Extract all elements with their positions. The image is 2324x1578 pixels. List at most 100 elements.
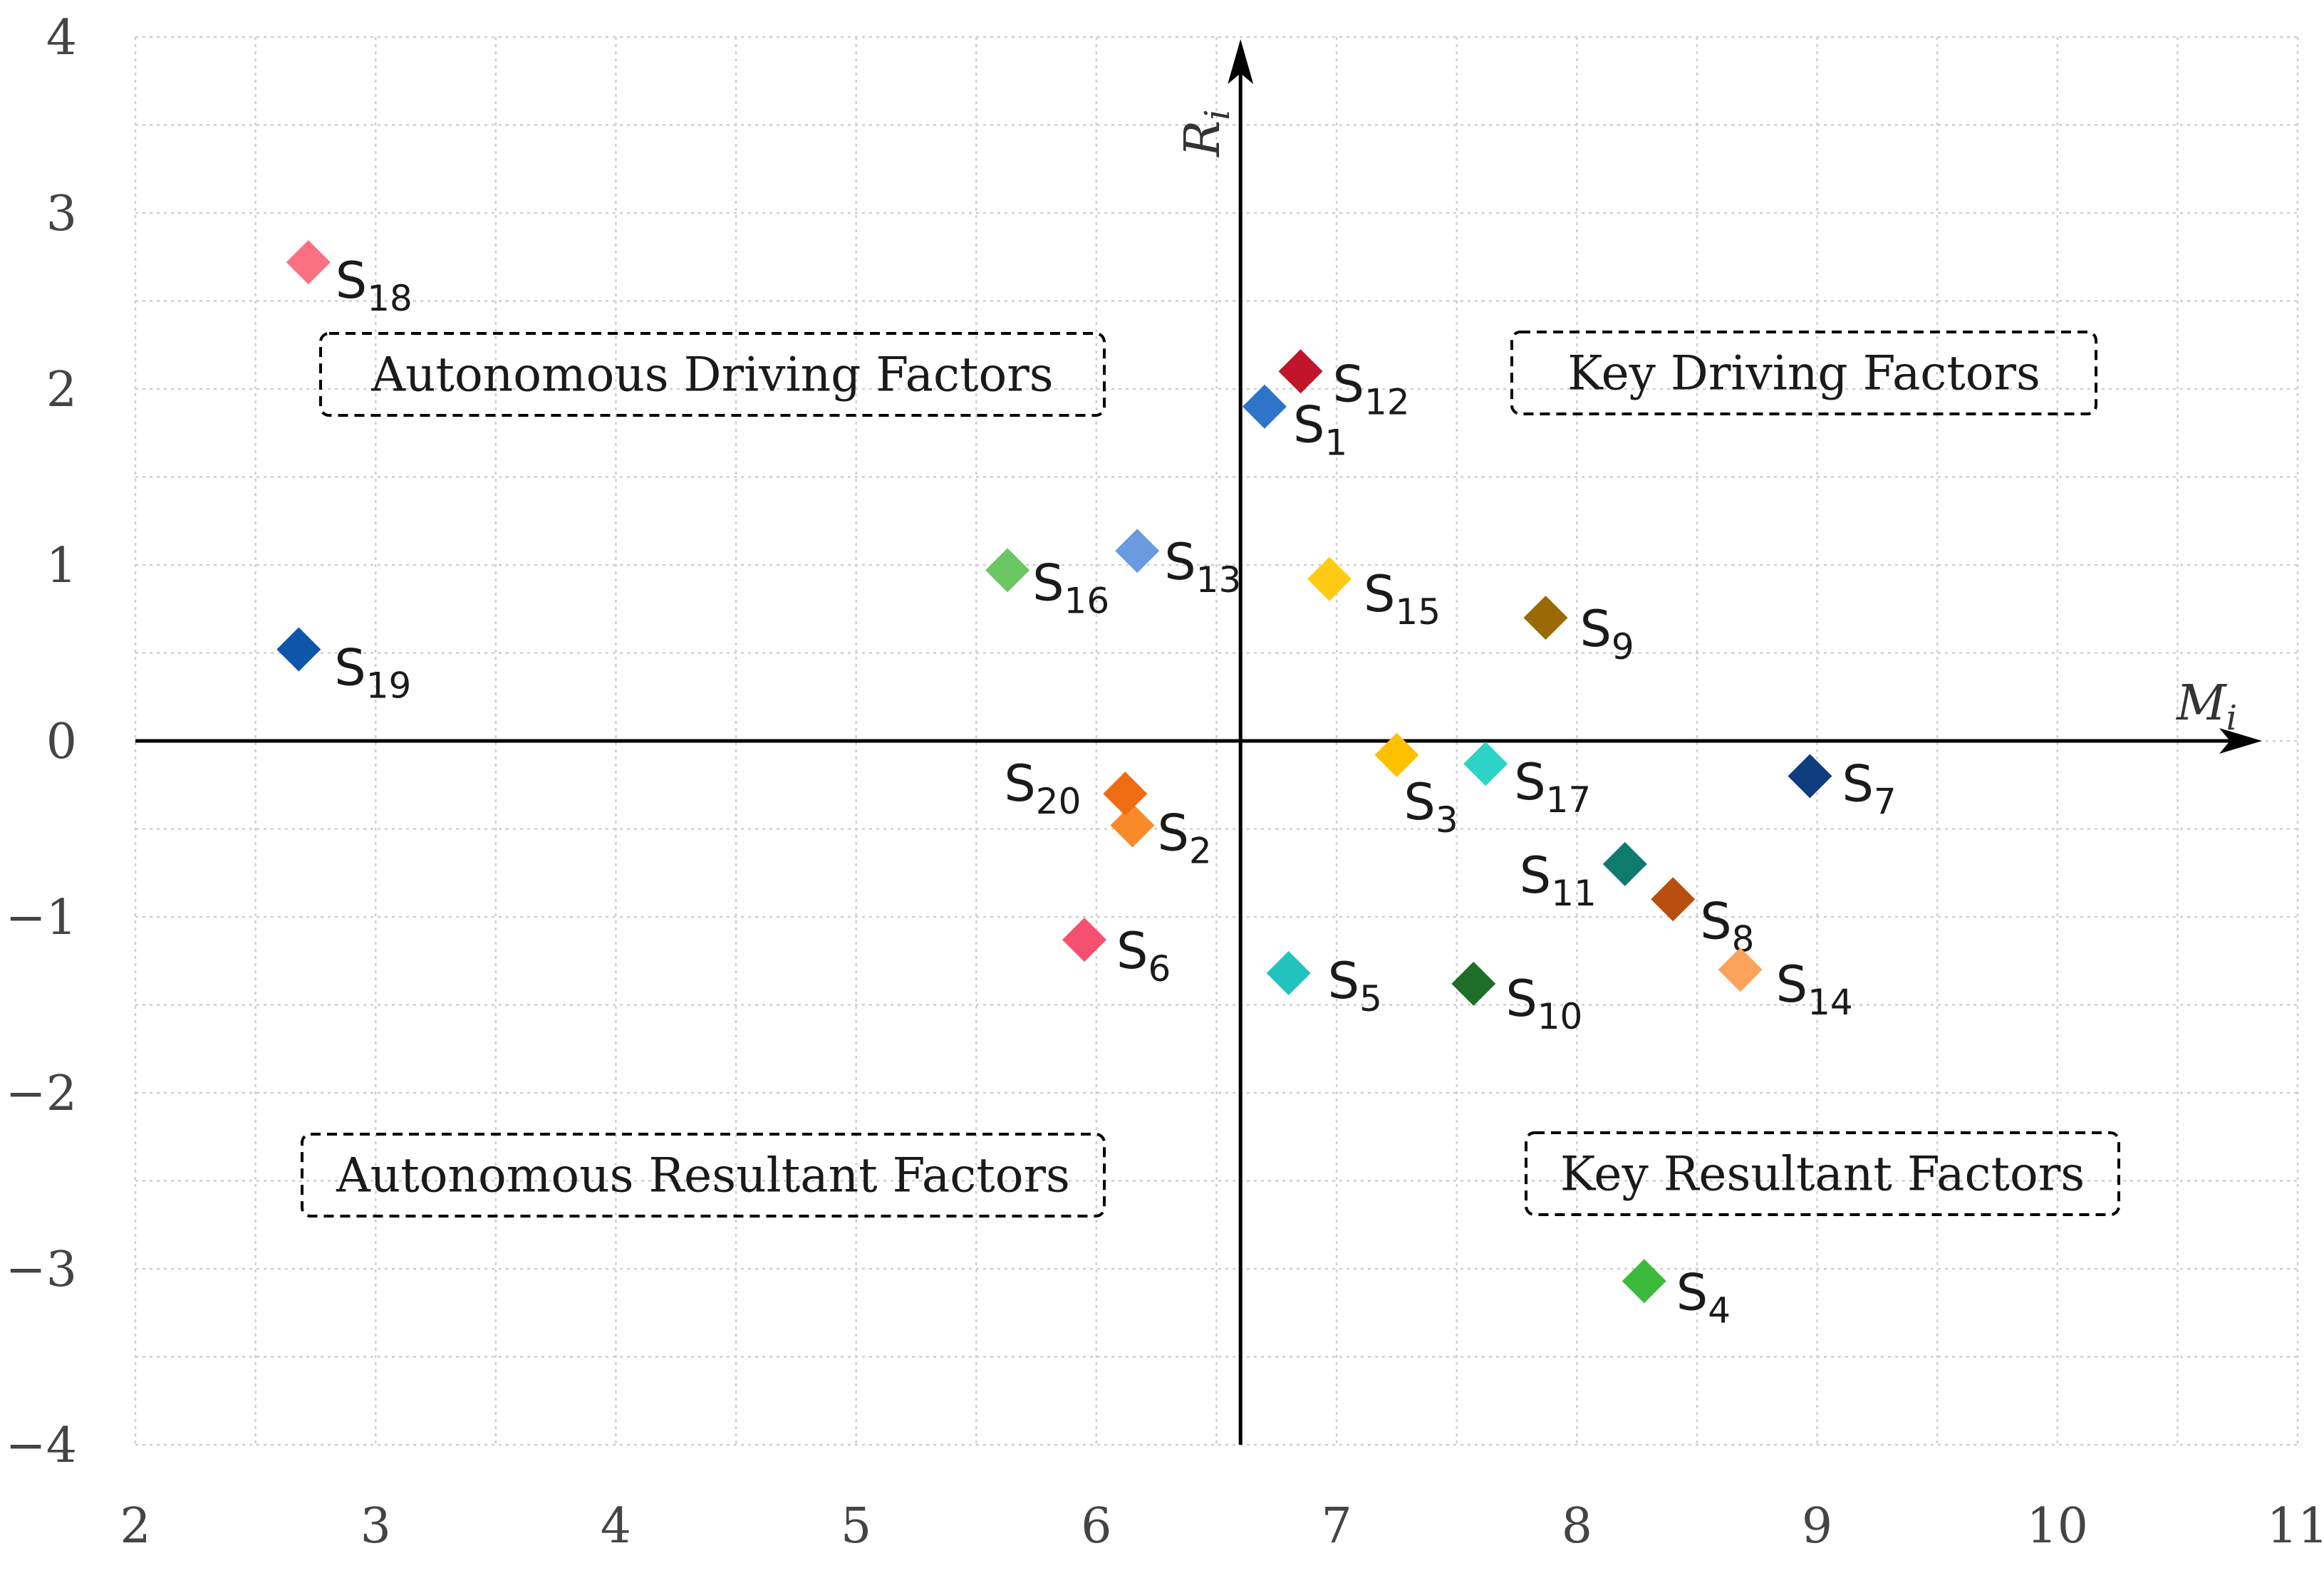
y-axis-label: Ri — [1175, 109, 1238, 158]
point-label-main: S — [1333, 355, 1364, 413]
point-label-main: S — [1520, 846, 1551, 905]
y-tick-label: 3 — [46, 186, 77, 242]
region-label-key-resultant: Key Resultant Factors — [1560, 1147, 2085, 1202]
point-label-s2: S2 — [1157, 804, 1211, 872]
x-tick-label: 7 — [1321, 1498, 1352, 1554]
region-box-autonomous-resultant — [301, 1133, 1106, 1218]
x-axis-label: Mi — [2175, 675, 2237, 738]
x-tick-label: 5 — [841, 1498, 871, 1554]
point-label-main: S — [1505, 970, 1537, 1028]
x-tick-label: 11 — [2267, 1498, 2324, 1554]
point-label-main: S — [1364, 565, 1395, 623]
point-marker-s15 — [1307, 556, 1352, 601]
point-label-s6: S6 — [1116, 922, 1171, 990]
data-points: S1S2S3S4S5S6S7S8S9S10S11S12S13S14S15S16S… — [276, 240, 1897, 1331]
x-axis-label-main: M — [2175, 675, 2228, 732]
point-label-sub: 4 — [1708, 1289, 1731, 1331]
point-marker-s10 — [1451, 961, 1496, 1006]
point-label-sub: 17 — [1546, 779, 1592, 821]
point-label-main: S — [1293, 396, 1324, 455]
point-label-sub: 11 — [1551, 873, 1597, 914]
region-box-key-resultant — [1525, 1131, 2120, 1216]
x-tick-label: 8 — [1562, 1498, 1592, 1554]
point-label-main: S — [1579, 600, 1611, 658]
point-label-main: S — [1164, 533, 1195, 591]
point-label-sub: 12 — [1364, 381, 1410, 422]
point-label-main: S — [1700, 892, 1731, 950]
region-box-key-driving — [1510, 331, 2097, 415]
point-label-main: S — [1328, 952, 1359, 1010]
x-tick-label: 4 — [601, 1498, 631, 1554]
y-tick-label: −1 — [6, 890, 77, 946]
quadrant-annotations: Autonomous Driving Factors Key Driving F… — [301, 331, 2120, 1218]
point-marker-s1 — [1242, 384, 1287, 429]
point-label-main: S — [1514, 753, 1545, 811]
point-label-s4: S4 — [1676, 1263, 1731, 1331]
point-marker-s13 — [1115, 529, 1160, 573]
point-label-s8: S8 — [1700, 892, 1754, 960]
y-tick-label: 2 — [46, 362, 77, 418]
point-marker-s17 — [1463, 742, 1508, 787]
point-label-main: S — [1032, 554, 1064, 612]
point-label-main: S — [1776, 955, 1807, 1014]
y-tick-label: 1 — [46, 538, 77, 594]
point-marker-s18 — [286, 240, 331, 285]
point-marker-s8 — [1651, 877, 1696, 922]
point-marker-s7 — [1788, 754, 1832, 799]
x-tick-label: 9 — [1802, 1498, 1832, 1554]
y-tick-label: −4 — [6, 1418, 77, 1474]
y-axis-label-main: R — [1175, 120, 1231, 158]
point-marker-s20 — [1103, 772, 1148, 816]
point-label-s7: S7 — [1842, 754, 1896, 822]
y-tick-label: −3 — [6, 1242, 77, 1298]
point-label-sub: 2 — [1189, 831, 1212, 872]
point-label-s20: S20 — [1004, 754, 1081, 822]
point-label-main: S — [1676, 1263, 1708, 1322]
point-label-sub: 10 — [1537, 996, 1583, 1037]
point-label-sub: 18 — [367, 278, 413, 319]
point-label-main: S — [1157, 804, 1188, 863]
point-marker-s4 — [1622, 1259, 1666, 1304]
region-label-autonomous-resultant: Autonomous Resultant Factors — [336, 1148, 1070, 1203]
point-label-s18: S18 — [336, 251, 413, 319]
point-label-main: S — [1116, 922, 1148, 980]
y-axis-label-sub: i — [1198, 109, 1238, 120]
point-label-s5: S5 — [1328, 952, 1382, 1019]
point-marker-s5 — [1266, 951, 1311, 996]
region-label-key-driving: Key Driving Factors — [1567, 346, 2040, 401]
point-label-s3: S3 — [1404, 773, 1458, 841]
point-label-s14: S14 — [1776, 955, 1853, 1023]
point-label-main: S — [334, 639, 365, 697]
point-label-main: S — [1004, 754, 1035, 813]
point-marker-s9 — [1523, 596, 1568, 640]
point-label-s17: S17 — [1514, 753, 1591, 821]
point-label-sub: 14 — [1807, 982, 1853, 1023]
point-label-s16: S16 — [1032, 554, 1109, 621]
point-label-s12: S12 — [1333, 355, 1410, 422]
axes: Mi Ri — [135, 39, 2262, 1445]
point-label-main: S — [1404, 773, 1435, 831]
point-label-sub: 20 — [1036, 781, 1081, 822]
point-label-main: S — [336, 251, 367, 310]
point-label-sub: 3 — [1436, 799, 1458, 841]
point-marker-s6 — [1062, 918, 1107, 962]
point-label-s9: S9 — [1579, 600, 1634, 668]
point-marker-s3 — [1374, 732, 1419, 777]
x-tick-label: 6 — [1081, 1498, 1111, 1554]
y-tick-label: 0 — [46, 714, 77, 770]
point-marker-s16 — [985, 548, 1030, 593]
point-marker-s2 — [1110, 803, 1155, 848]
point-label-sub: 6 — [1148, 948, 1171, 990]
point-marker-s11 — [1602, 841, 1647, 886]
point-label-s19: S19 — [334, 639, 411, 707]
y-tick-label: −2 — [6, 1066, 77, 1122]
point-label-s15: S15 — [1364, 565, 1441, 633]
point-marker-s12 — [1278, 349, 1323, 394]
point-label-sub: 19 — [366, 665, 412, 707]
point-label-s13: S13 — [1164, 533, 1241, 601]
y-axis-arrowhead — [1228, 39, 1254, 84]
point-label-sub: 13 — [1196, 559, 1242, 601]
point-label-s1: S1 — [1293, 396, 1347, 464]
